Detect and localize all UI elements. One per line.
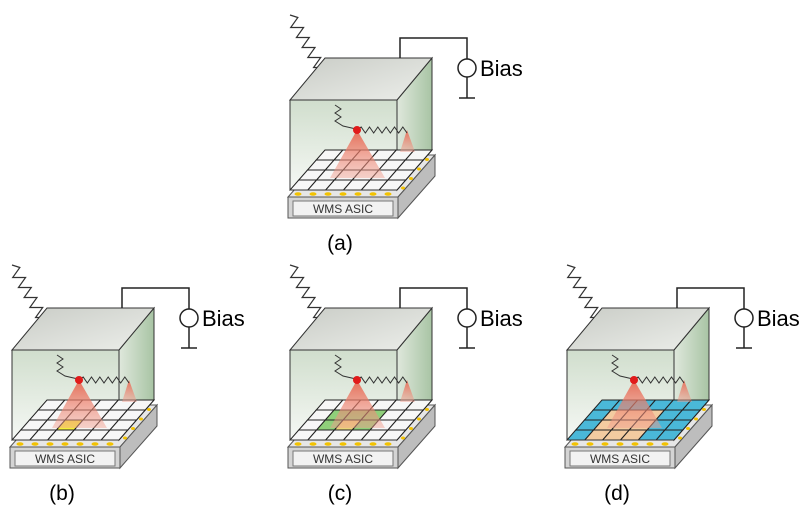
detector-panel: WMS ASIC Bias (b) [10, 265, 245, 505]
bump [417, 168, 421, 171]
bias-source [458, 59, 476, 77]
bump [47, 442, 54, 446]
bump [617, 442, 624, 446]
bump [370, 192, 377, 196]
detector-panel: WMS ASIC Bias (a) [288, 15, 523, 255]
bump [425, 408, 429, 411]
bump [295, 192, 302, 196]
bump [401, 187, 405, 190]
asic-label: WMS ASIC [35, 452, 95, 466]
bias-wire [400, 288, 467, 309]
bump [92, 442, 99, 446]
bump [107, 442, 114, 446]
bump [325, 442, 332, 446]
bias-wire [122, 288, 189, 309]
detector-panel: WMS ASIC Bias (c) [288, 265, 523, 505]
bump [310, 442, 317, 446]
bump [123, 437, 127, 440]
bump [694, 418, 698, 421]
bump [340, 442, 347, 446]
bump [32, 442, 39, 446]
panel-label: (b) [49, 482, 75, 505]
bump [295, 442, 302, 446]
bump [325, 192, 332, 196]
bias-label: Bias [480, 306, 523, 331]
bump [385, 442, 392, 446]
bump [77, 442, 84, 446]
interaction [353, 376, 361, 384]
bump [340, 192, 347, 196]
asic-label: WMS ASIC [313, 202, 373, 216]
interaction [75, 376, 83, 384]
bias-wire [677, 288, 744, 309]
bump [632, 442, 639, 446]
bias-wire [400, 38, 467, 59]
asic-label: WMS ASIC [590, 452, 650, 466]
interaction [353, 126, 361, 134]
bump [572, 442, 579, 446]
bump [409, 177, 413, 180]
bias-label: Bias [202, 306, 245, 331]
bump [425, 158, 429, 161]
bump [355, 442, 362, 446]
bump [587, 442, 594, 446]
panel-label: (d) [604, 482, 630, 505]
bump [417, 418, 421, 421]
bump [370, 442, 377, 446]
bump [401, 437, 405, 440]
bump [702, 408, 706, 411]
bias-label: Bias [480, 56, 523, 81]
bump [310, 192, 317, 196]
bump [662, 442, 669, 446]
bias-label: Bias [757, 306, 800, 331]
diagram: WMS ASIC Bias (a) WMS ASIC Bias (b) WMS ASIC Bi… [0, 0, 811, 506]
asic-label: WMS ASIC [313, 452, 373, 466]
bump [678, 437, 682, 440]
bump [62, 442, 69, 446]
bias-source [735, 309, 753, 327]
bump [686, 427, 690, 430]
bias-source [458, 309, 476, 327]
bump [139, 418, 143, 421]
interaction [630, 376, 638, 384]
bump [355, 192, 362, 196]
bump [385, 192, 392, 196]
bump [602, 442, 609, 446]
bump [647, 442, 654, 446]
detector-panel: WMS ASIC Bias (d) [565, 265, 800, 505]
bump [409, 427, 413, 430]
bump [147, 408, 151, 411]
panel-label: (c) [328, 482, 353, 505]
bump [17, 442, 24, 446]
panel-label: (a) [327, 232, 353, 255]
bump [131, 427, 135, 430]
bias-source [180, 309, 198, 327]
